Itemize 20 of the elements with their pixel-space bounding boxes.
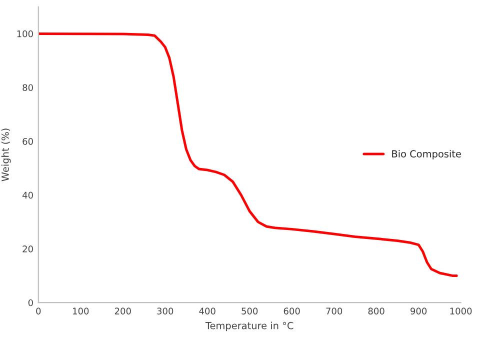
x-tick-label: 900 <box>410 308 427 314</box>
x-tick-label: 800 <box>368 308 384 314</box>
y-tick-label: 20 <box>22 246 33 252</box>
legend-label: Bio Composite <box>392 150 461 160</box>
y-tick-label: 80 <box>22 84 33 92</box>
x-tick-label: 700 <box>326 308 342 314</box>
y-tick-label: 100 <box>17 30 33 38</box>
x-tick-label: 100 <box>73 308 89 314</box>
x-tick-label: 400 <box>199 308 216 314</box>
x-axis-title: Temperature in °C <box>205 322 294 332</box>
y-tick-label: 40 <box>22 192 33 199</box>
x-tick-label: 300 <box>157 308 174 314</box>
y-tick-label: 60 <box>22 138 33 145</box>
x-tick-label: 0 <box>36 308 41 314</box>
x-tick-label: 600 <box>284 308 300 314</box>
y-tick-label: 0 <box>28 299 33 306</box>
x-tick-label: 500 <box>242 308 258 314</box>
x-tick-label: 200 <box>114 308 131 314</box>
y-axis-title: Weight (%) <box>1 128 11 182</box>
x-tick-label: 1000 <box>450 308 472 314</box>
